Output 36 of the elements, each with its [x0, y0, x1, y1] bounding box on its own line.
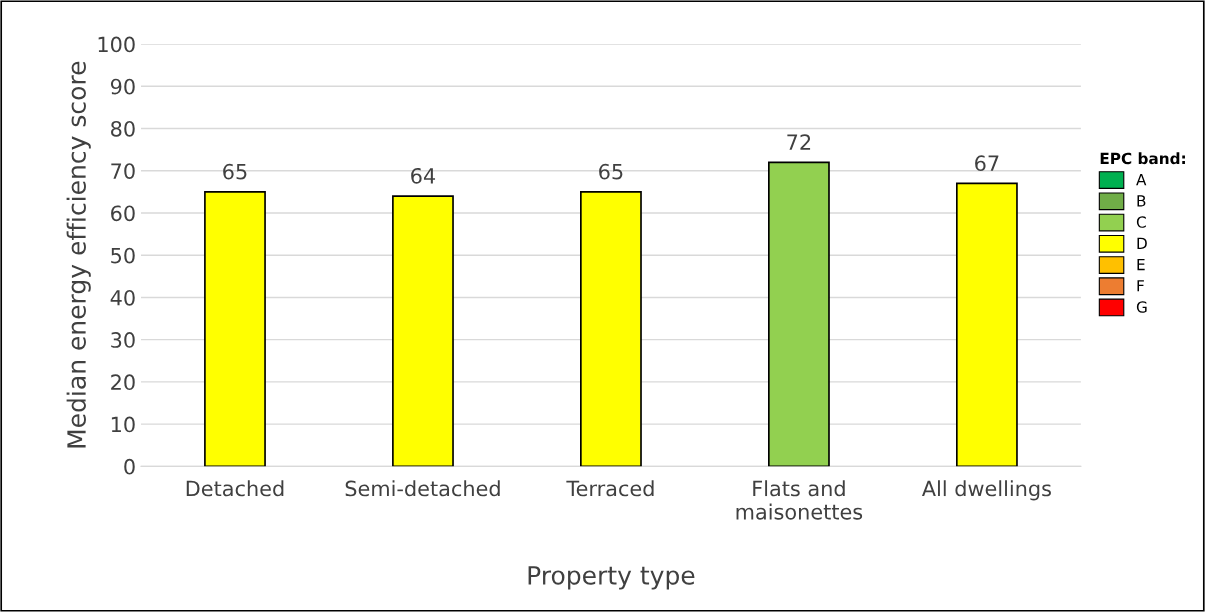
data-label: 64: [411, 167, 436, 184]
bar: [580, 191, 642, 467]
y-tick-label: 30: [111, 332, 135, 348]
x-tick-label: Detached: [186, 480, 284, 497]
legend-label: F: [1137, 280, 1144, 292]
legend-label: E: [1137, 258, 1145, 271]
x-axis-title: Property type: [528, 566, 695, 590]
bar: [768, 161, 830, 467]
bar: [204, 191, 266, 467]
bar: [392, 195, 454, 467]
y-tick-label: 70: [111, 163, 135, 179]
y-tick-label: 100: [98, 36, 135, 53]
y-tick-label: 10: [111, 416, 135, 433]
y-tick-label: 50: [111, 247, 135, 264]
bar: [955, 182, 1018, 467]
data-label: 65: [599, 163, 623, 180]
legend-label: B: [1137, 195, 1146, 207]
y-tick-label: 80: [111, 120, 135, 137]
legend-label: D: [1137, 237, 1147, 249]
y-tick-label: 60: [111, 205, 135, 222]
x-tick-label: Semi-detached: [345, 480, 500, 497]
data-label: 72: [787, 134, 811, 150]
y-tick-label: 0: [124, 458, 135, 475]
x-tick-label: All dwellings: [921, 480, 1051, 501]
y-axis-title: Median energy efficiency score: [66, 61, 91, 448]
y-tick-label: 20: [111, 374, 135, 391]
data-label: 67: [975, 155, 999, 172]
legend-label: C: [1136, 216, 1146, 228]
x-tick-label: Flats and maisonettes: [736, 480, 863, 520]
data-label: 65: [223, 163, 247, 180]
y-tick-label: 40: [110, 289, 135, 306]
x-tick-label: Terraced: [566, 480, 654, 497]
legend-title: EPC band:: [1100, 152, 1185, 165]
y-tick-label: 90: [110, 78, 135, 95]
legend-label: G: [1136, 301, 1147, 313]
legend-label: A: [1136, 174, 1147, 186]
